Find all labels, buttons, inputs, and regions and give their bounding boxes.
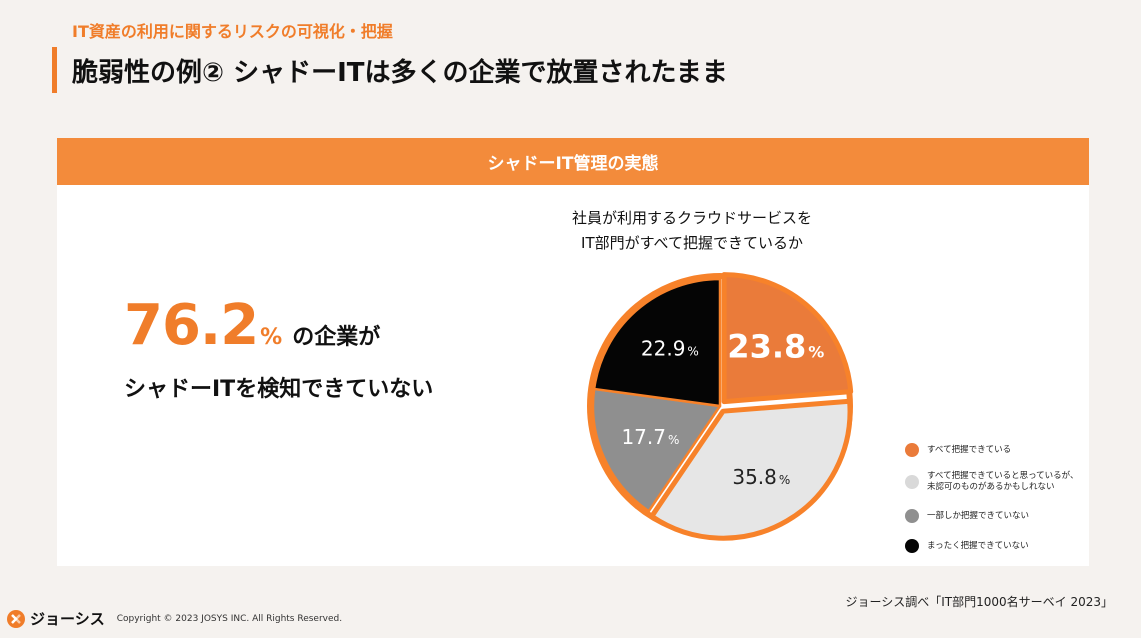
pie-label-2: 35.8% [732,465,790,489]
legend-swatch [905,509,919,523]
pie-slice-2 [649,398,853,541]
key-statistic: 76.2 % の企業が [124,293,380,358]
chart-title-line1: 社員が利用するクラウドサービスを [571,209,812,227]
card-header: シャドーIT管理の実態 [57,138,1089,185]
chart-title: 社員が利用するクラウドサービスを IT部門がすべて把握できているか [537,206,847,256]
page-title: 脆弱性の例② シャドーITは多くの企業で放置されたまま [72,58,728,88]
pie-slice-3 [591,387,722,513]
legend-item: まったく把握できていない [905,539,1085,553]
pie-slice-4 [592,277,722,408]
legend-swatch [905,443,919,457]
legend-label: すべて把握できていると思っているが、 未認可のものがあるかもしれない [927,471,1079,492]
pie-label-value-2: 35.8 [732,465,777,489]
stat-unit: % [260,325,283,350]
legend-swatch [905,539,919,553]
pie-label-value-4: 22.9 [641,337,686,361]
chart-title-line2: IT部門がすべて把握できているか [581,234,803,252]
legend-label: 一部しか把握できていない [927,510,1030,521]
pie-label-unit-4: % [687,345,698,359]
pie-label-unit-2: % [779,473,790,487]
stat-text: の企業が [292,325,381,350]
stat-description: シャドーITを検知できていない [124,377,434,402]
legend-item: 一部しか把握できていない [905,509,1085,523]
pie-label-value-1: 23.8 [727,328,806,366]
pie-slice-1 [721,272,854,405]
pie-label-4: 22.9% [641,337,699,361]
pie-label-unit-3: % [668,433,679,447]
pie-label-1: 23.8% [727,328,824,366]
pie-chart: 23.8 %35.8 %17.7 %22.9% [587,272,854,541]
pie-label-unit-1: % [808,343,824,362]
legend-item: すべて把握できていると思っているが、 未認可のものがあるかもしれない [905,471,1085,493]
title-accent-bar [52,47,57,93]
section-subtitle: IT資産の利用に関するリスクの可視化・把握 [72,22,393,41]
legend-swatch [905,475,919,489]
copyright: Copyright © 2023 JOSYS INC. All Rights R… [116,613,343,624]
content-card: シャドーIT管理の実態 76.2 % の企業が シャドーITを検知できていない … [57,138,1089,566]
data-source: ジョーシス調べ「IT部門1000名サーベイ 2023」 [845,595,1113,609]
josys-logo-icon [7,609,25,628]
legend-label: すべて把握できている [927,444,1012,455]
pie-label-3: 17.7% [621,425,679,449]
legend-item: すべて把握できている [905,443,1085,457]
logo-text: ジョーシス [30,610,105,628]
chart-legend: すべて把握できているすべて把握できていると思っているが、 未認可のものがあるかも… [905,443,1085,553]
brand-footer: ジョーシス Copyright © 2023 JOSYS INC. All Ri… [6,608,342,629]
pie-label-value-3: 17.7 [621,425,666,449]
legend-label: まったく把握できていない [927,540,1029,551]
stat-value: 76.2 [124,293,259,358]
